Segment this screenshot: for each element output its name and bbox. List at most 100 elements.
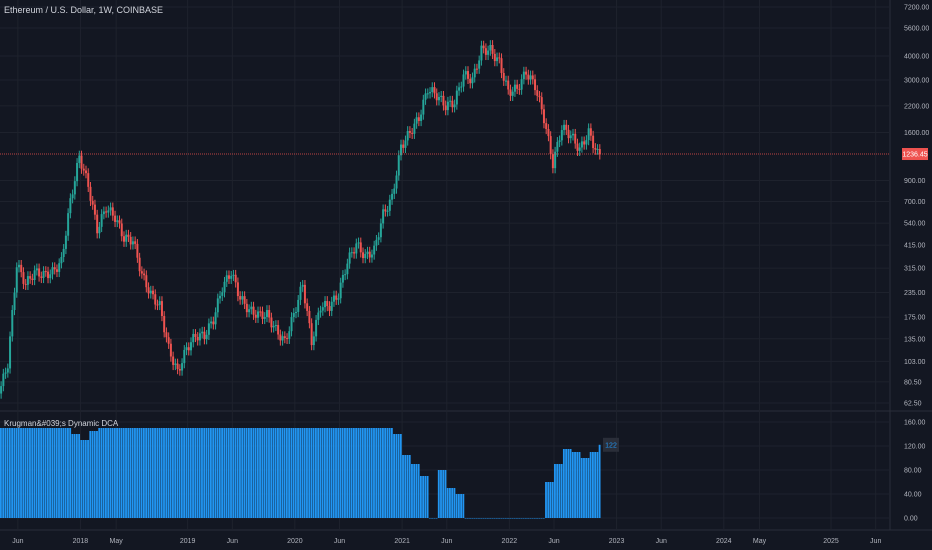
dca-bar	[473, 518, 476, 519]
candle-body	[565, 124, 568, 130]
dca-bar	[571, 452, 574, 518]
candle-body	[245, 303, 248, 313]
candle-body	[576, 143, 579, 151]
candle-body	[288, 331, 291, 339]
dca-bar	[478, 518, 480, 519]
dca-bar	[361, 428, 364, 518]
candle-body	[594, 148, 597, 150]
candle-body	[534, 79, 537, 91]
candle-body	[120, 223, 123, 237]
dca-bar	[252, 428, 255, 518]
candle-body	[196, 336, 199, 341]
candle-body	[80, 155, 83, 169]
candle-body	[250, 306, 253, 310]
dca-bar	[17, 428, 20, 518]
dca-bar	[58, 428, 60, 518]
dca-bar	[339, 428, 342, 518]
candle-body	[147, 287, 150, 294]
dca-bar	[373, 428, 375, 518]
dca-bar	[355, 428, 358, 518]
dca-bar	[120, 428, 123, 518]
dca-bar	[507, 518, 509, 519]
last-price-badge	[902, 148, 928, 161]
dca-bar	[323, 428, 326, 518]
candle-body	[549, 136, 552, 155]
candle-body	[178, 369, 181, 371]
dca-bar	[549, 482, 552, 518]
candle-body	[73, 181, 76, 195]
candle-body	[49, 274, 52, 279]
dca-bar	[283, 428, 286, 518]
candle-body	[592, 135, 595, 149]
dca-bar	[225, 428, 228, 518]
dca-bar	[37, 428, 40, 518]
time-tick-label: 2022	[502, 538, 518, 545]
dca-bar	[187, 428, 190, 518]
dca-bar	[46, 428, 49, 518]
candle-body	[319, 310, 322, 313]
dca-bar	[24, 428, 27, 518]
dca-bar	[498, 518, 501, 519]
dca-bar	[11, 428, 14, 518]
candle-body	[82, 168, 85, 171]
dca-bar	[209, 428, 212, 518]
candle-body	[435, 93, 438, 101]
indicator-title: Krugman&#039;s Dynamic DCA	[4, 419, 119, 428]
price-tick-label: 315.00	[904, 266, 926, 273]
dca-bar	[236, 428, 239, 518]
dca-bar	[583, 458, 585, 518]
dca-bar	[20, 428, 22, 518]
candle-body	[85, 170, 88, 174]
dca-bar	[489, 518, 492, 519]
candle-body	[480, 45, 483, 61]
candle-body	[431, 87, 434, 93]
candle-body	[482, 45, 485, 49]
candle-body	[473, 68, 476, 78]
dca-bar	[312, 428, 315, 518]
dca-bar	[491, 518, 494, 519]
dca-bar	[111, 428, 114, 518]
dca-bar	[357, 428, 360, 518]
candle-body	[40, 276, 43, 278]
candle-body	[252, 306, 255, 315]
candle-body	[572, 133, 575, 136]
candle-body	[321, 307, 324, 311]
candle-body	[520, 79, 523, 90]
price-tick-label: 103.00	[904, 359, 926, 366]
candle-body	[437, 96, 440, 101]
time-tick-label: 2023	[609, 538, 625, 545]
candle-body	[11, 309, 14, 337]
dca-bar	[218, 428, 221, 518]
dca-bar	[408, 455, 411, 518]
dca-bar	[107, 428, 110, 518]
dca-bar	[263, 428, 266, 518]
candle-body	[145, 275, 148, 288]
candle-body	[542, 109, 545, 124]
candle-body	[55, 269, 58, 272]
candle-body	[433, 87, 436, 94]
candle-body	[134, 241, 137, 244]
dca-bar	[96, 431, 98, 518]
candle-body	[35, 268, 38, 271]
dca-bar	[585, 458, 588, 518]
dca-bar	[504, 518, 507, 519]
dca-bar	[368, 428, 371, 518]
candle-body	[453, 104, 456, 108]
candle-body	[149, 290, 152, 294]
candle-body	[330, 301, 333, 311]
dca-bar	[127, 428, 130, 518]
candle-body	[210, 321, 213, 324]
candle-body	[230, 275, 233, 279]
dca-bar	[35, 428, 38, 518]
candle-body	[172, 356, 175, 365]
candle-body	[192, 333, 195, 343]
dca-bar	[538, 518, 541, 519]
candle-body	[525, 71, 528, 75]
time-tick-label: 2019	[180, 538, 196, 545]
dca-bar	[335, 428, 337, 518]
candle-body	[484, 48, 487, 55]
candle-body	[308, 310, 311, 324]
dca-bar	[375, 428, 378, 518]
dca-bar	[62, 428, 65, 518]
